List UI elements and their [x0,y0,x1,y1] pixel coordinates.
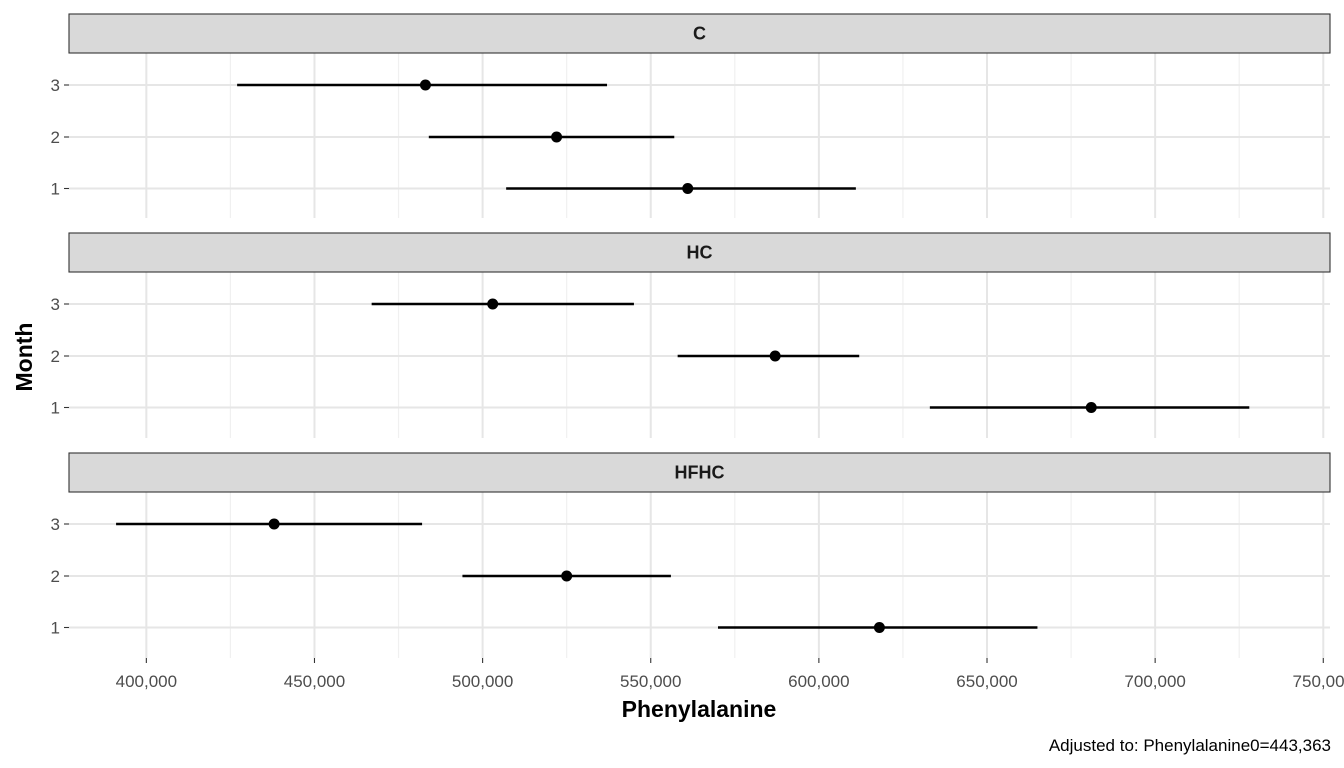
point-estimate [551,131,563,143]
panel-background [69,53,1330,218]
x-tick-label: 550,000 [620,672,681,691]
point-estimate [268,518,280,530]
x-tick-label: 750,000 [1293,672,1344,691]
facet-panel-hc: HC [68,232,1331,438]
facet-strip-label: HFHC [675,463,725,483]
facet-panels: C HC HFHC [68,13,1331,658]
facet-panel-hfhc: HFHC [68,452,1331,658]
x-tick-label: 600,000 [788,672,849,691]
y-tick-label: 1 [51,180,60,199]
y-tick-label: 3 [51,515,60,534]
y-axis: 1 2 3 1 2 3 1 2 3 [51,76,69,638]
y-axis-title: Month [11,323,37,392]
point-estimate [873,622,885,633]
x-axis-title: Phenylalanine [622,696,777,722]
x-tick-label: 700,000 [1124,672,1185,691]
y-tick-label: 2 [51,128,60,147]
facet-strip [68,452,1331,493]
y-tick-label: 3 [51,76,60,95]
facet-strip-label: C [693,24,706,44]
y-tick-label: 1 [51,619,60,638]
y-tick-label: 3 [51,295,60,314]
facet-strip-label: HC [687,243,713,263]
x-tick-label: 450,000 [284,672,345,691]
point-estimate [487,298,499,310]
x-tick-label: 400,000 [116,672,177,691]
point-estimate [682,183,694,194]
x-tick-label: 650,000 [956,672,1017,691]
point-estimate [561,570,573,582]
point-estimate [419,79,431,91]
facet-strip [68,232,1331,273]
point-estimate [1085,402,1097,413]
x-tick-label: 500,000 [452,672,513,691]
facet-strip [68,13,1331,54]
facet-panel-c: C [68,13,1331,218]
y-tick-label: 1 [51,399,60,418]
y-tick-label: 2 [51,567,60,586]
x-axis: 400,000 450,000 500,000 550,000 600,000 650,0… [116,658,1344,691]
y-tick-label: 2 [51,347,60,366]
point-estimate [769,350,781,362]
caption: Adjusted to: Phenylalanine0=443,363 [1049,736,1331,755]
